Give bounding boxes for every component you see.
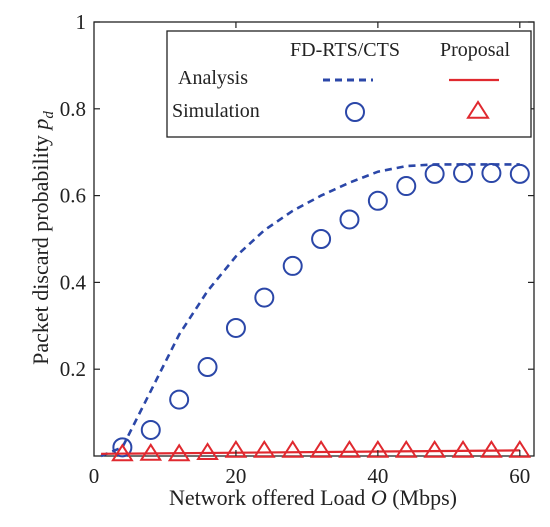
legend-row-simulation: Simulation (172, 100, 260, 122)
y-tick-label: 0.8 (60, 97, 86, 121)
data-point-circle (481, 163, 502, 184)
series-proposal-simulation (111, 439, 532, 462)
data-point-triangle (309, 439, 333, 458)
data-point-circle (453, 163, 474, 184)
data-point-triangle (281, 439, 305, 458)
x-origin-label: 0 (89, 464, 100, 488)
data-point-circle (396, 176, 417, 197)
legend-proposal-simulation-marker (466, 100, 490, 119)
data-point-triangle (139, 442, 163, 461)
series-fd-rts-cts-analysis (100, 163, 520, 458)
x-tick-label: 40 (367, 464, 388, 488)
series-line (100, 163, 520, 458)
x-tick-label: 20 (225, 464, 246, 488)
data-point-triangle (366, 439, 390, 458)
data-point-triangle (423, 439, 446, 458)
data-point-circle (169, 389, 190, 410)
data-point-triangle (394, 439, 418, 458)
legend-markers (323, 78, 499, 122)
data-point-triangle (480, 439, 503, 458)
legend-column-fd: FD-RTS/CTS (290, 39, 400, 61)
data-point-triangle (196, 442, 219, 460)
legend-fd-simulation-marker (345, 102, 365, 122)
data-point-circle (509, 163, 530, 184)
data-point-circle (339, 209, 360, 230)
series-layer (100, 163, 532, 462)
data-point-circle (197, 357, 218, 378)
series-line (101, 449, 520, 455)
series-proposal-analysis (101, 449, 520, 455)
legend: FD-RTS/CTS Proposal Analysis Simulation (166, 30, 532, 138)
x-axis-label: Network offered Load O (Mbps) (169, 485, 457, 510)
series-fd-rts-cts-simulation (112, 163, 530, 458)
data-point-circle (424, 163, 445, 184)
data-point-triangle (167, 443, 191, 462)
y-tick-label: 0.4 (60, 270, 87, 294)
y-tick-label: 0.6 (60, 184, 86, 208)
data-point-circle (112, 437, 133, 458)
data-point-triangle (111, 443, 134, 462)
data-point-triangle (224, 439, 248, 458)
data-point-circle (140, 419, 161, 440)
legend-row-analysis: Analysis (178, 67, 248, 89)
y-tick-label: 0.2 (60, 357, 86, 381)
y-axis-label: Packet discard probability pd (28, 111, 57, 365)
data-point-circle (282, 255, 303, 276)
ticks-layer: 0 20 40 60 0.2 0.4 0.6 0.8 1 (60, 10, 534, 488)
data-point-circle (367, 190, 388, 211)
data-point-triangle (338, 439, 361, 458)
data-point-circle (254, 287, 275, 308)
data-point-triangle (253, 439, 276, 458)
x-tick-label: 60 (509, 464, 530, 488)
data-point-circle (225, 317, 246, 338)
data-point-circle (311, 229, 332, 249)
y-tick-label: 1 (76, 10, 87, 34)
data-point-triangle (508, 439, 532, 458)
legend-column-proposal: Proposal (440, 39, 510, 61)
data-point-triangle (451, 439, 475, 458)
